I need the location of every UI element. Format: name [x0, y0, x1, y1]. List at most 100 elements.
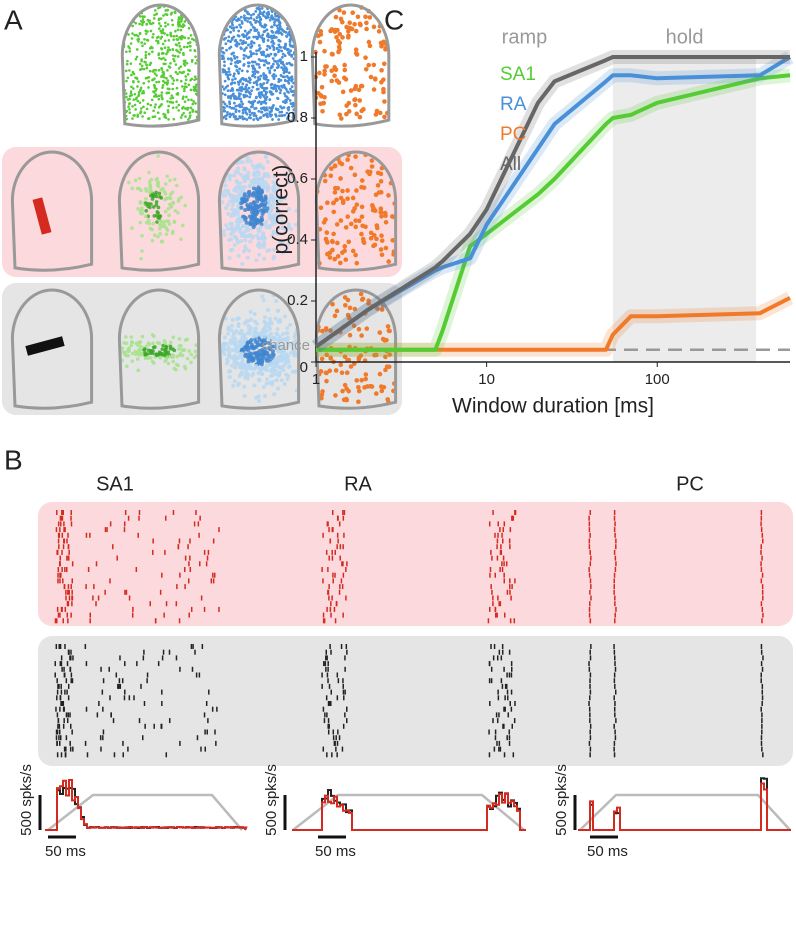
receptor: [293, 338, 298, 343]
receptor: [154, 68, 158, 72]
receptor: [337, 160, 343, 165]
receptor: [224, 42, 228, 46]
receptor: [237, 94, 241, 98]
receptor: [260, 6, 264, 10]
receptor: [250, 60, 254, 64]
receptor: [288, 53, 291, 56]
receptor: [285, 377, 290, 382]
receptor: [283, 86, 287, 89]
receptor: [141, 15, 145, 18]
receptor: [347, 332, 353, 338]
receptor: [231, 23, 234, 27]
legend-entry: RA: [500, 94, 527, 115]
receptor: [274, 74, 278, 78]
fingertip-outline: [117, 288, 201, 410]
receptor: [343, 302, 348, 308]
receptor: [230, 52, 234, 56]
receptor: [263, 23, 267, 27]
receptor: [142, 347, 147, 351]
receptor: [280, 251, 285, 256]
receptor: [180, 113, 184, 117]
receptor: [290, 53, 294, 57]
receptor: [157, 97, 161, 101]
receptor: [163, 197, 167, 202]
receptor: [276, 26, 280, 30]
receptor: [241, 102, 245, 106]
receptor: [170, 94, 174, 97]
receptor: [293, 222, 298, 227]
receptor: [172, 34, 176, 38]
receptor: [127, 180, 131, 185]
receptor: [157, 17, 161, 21]
receptor: [353, 154, 358, 159]
receptor: [269, 362, 274, 367]
receptor: [173, 208, 178, 213]
receptor: [367, 43, 373, 49]
receptor: [150, 22, 153, 26]
receptor: [266, 78, 270, 82]
receptor: [152, 90, 155, 93]
receptor: [138, 101, 142, 104]
receptor: [276, 185, 281, 190]
receptor: [143, 214, 148, 219]
receptor: [279, 220, 284, 225]
receptor: [187, 36, 190, 40]
receptor: [279, 73, 283, 77]
receptor: [265, 108, 269, 112]
receptor: [160, 102, 163, 106]
receptor: [235, 42, 238, 46]
receptor: [283, 113, 287, 117]
receptor: [242, 394, 247, 399]
receptor: [263, 223, 268, 228]
receptor: [185, 61, 189, 65]
receptor: [273, 316, 278, 321]
receptor: [268, 374, 273, 379]
receptor: [232, 92, 235, 96]
receptor: [224, 72, 228, 76]
receptor: [149, 29, 153, 33]
receptor: [245, 107, 249, 111]
receptor: [342, 67, 348, 73]
receptor: [166, 48, 170, 52]
receptor: [247, 36, 251, 39]
receptor: [179, 344, 183, 348]
receptor: [260, 164, 265, 169]
receptor: [152, 361, 156, 365]
receptor: [124, 92, 128, 95]
receptor: [223, 79, 227, 83]
receptor: [257, 13, 261, 17]
receptor: [230, 203, 235, 208]
receptor: [225, 226, 230, 231]
receptor: [223, 69, 227, 72]
receptor: [143, 111, 147, 115]
receptor: [382, 338, 387, 343]
receptor: [290, 77, 294, 81]
receptor: [156, 184, 161, 189]
scale-label: 50 ms: [587, 843, 628, 860]
receptor: [281, 368, 286, 373]
receptor: [177, 67, 181, 70]
receptor: [292, 353, 297, 358]
receptor: [364, 26, 369, 32]
receptor: [136, 368, 141, 373]
receptor: [128, 102, 131, 106]
receptor: [257, 204, 262, 209]
receptor: [248, 232, 253, 237]
receptor: [250, 64, 254, 68]
receptor: [246, 56, 250, 60]
receptor: [266, 34, 269, 37]
receptor: [343, 225, 349, 230]
raster: [54, 510, 764, 624]
receptor: [163, 115, 167, 119]
receptor: [235, 25, 239, 29]
receptor: [180, 348, 185, 352]
receptor: [247, 331, 252, 336]
receptor: [247, 100, 251, 104]
receptor: [141, 115, 144, 118]
receptor: [262, 53, 266, 57]
receptor: [270, 92, 274, 96]
receptor: [227, 57, 230, 61]
receptor: [261, 327, 266, 332]
receptor: [184, 78, 188, 82]
receptor: [179, 65, 182, 68]
